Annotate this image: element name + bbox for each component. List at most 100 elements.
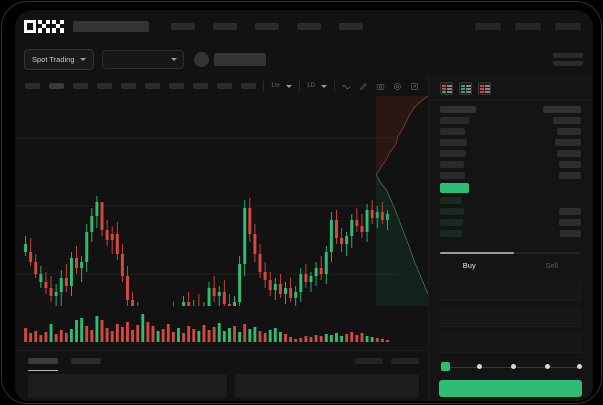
orders-tabs: [15, 351, 428, 371]
total-input[interactable]: [439, 333, 582, 353]
order-book-ask-row[interactable]: [429, 172, 593, 179]
order-book-ask-row[interactable]: [429, 161, 593, 168]
order-book-ask-row[interactable]: [429, 128, 593, 135]
order-book-ask-row[interactable]: [429, 150, 593, 157]
slider-step-25[interactable]: [477, 364, 482, 369]
chevron-down-icon[interactable]: [321, 84, 328, 88]
camera-icon[interactable]: [376, 82, 385, 91]
orders-tab-1[interactable]: [28, 358, 58, 364]
order-book-mark-price-row: [429, 183, 593, 193]
timeframe-1[interactable]: [25, 83, 40, 89]
nav-item-4[interactable]: [297, 22, 321, 30]
pair-avatar: [193, 51, 209, 67]
market-type-label: Spot Trading: [32, 54, 75, 64]
okx-logo-icon[interactable]: [24, 19, 64, 33]
slider-step-75[interactable]: [545, 364, 550, 369]
buy-sell-tabs: Buy Sell: [428, 256, 593, 275]
interval-label-a[interactable]: 1m: [271, 83, 280, 89]
slider-step-100[interactable]: [577, 364, 582, 369]
nav-item-2[interactable]: [213, 22, 237, 30]
timeframe-6[interactable]: [145, 83, 160, 89]
order-book-bid-row[interactable]: [429, 197, 593, 204]
order-book-rows: [429, 101, 593, 237]
chevron-down-icon[interactable]: [285, 84, 292, 88]
orders-panel-actions: [355, 358, 419, 364]
chevron-down-icon: [170, 57, 177, 61]
timeframe-5[interactable]: [121, 83, 136, 89]
price-chart-panel[interactable]: [15, 96, 428, 350]
orders-tab-2[interactable]: [71, 358, 101, 364]
top-header: [15, 10, 593, 42]
header-action-3[interactable]: [555, 22, 581, 30]
nav-item-1[interactable]: [171, 22, 195, 30]
interval-label-b[interactable]: 1D: [306, 83, 316, 89]
price-input[interactable]: [439, 281, 582, 301]
toolbar-divider: [263, 81, 264, 91]
candlestick-chart[interactable]: [15, 96, 428, 306]
order-book-header-row: [429, 106, 593, 113]
sub-header: Spot Trading: [15, 42, 593, 76]
timeframe-9[interactable]: [217, 83, 232, 89]
timeframe-8[interactable]: [193, 83, 208, 89]
pencil-icon[interactable]: [359, 82, 368, 91]
market-stat-2: [553, 60, 583, 66]
nav-item-3[interactable]: [255, 22, 279, 30]
order-book-bid-row[interactable]: [429, 219, 593, 226]
indicator-wave-icon[interactable]: [342, 82, 351, 91]
order-book-scrollbar[interactable]: [440, 252, 580, 254]
settings-gear-icon[interactable]: [393, 82, 402, 91]
orders-placeholder-left: [28, 374, 227, 398]
chevron-down-icon: [79, 57, 86, 61]
chart-tool-icons: [342, 82, 419, 91]
trading-pair-select[interactable]: [101, 49, 184, 69]
order-book-mode-switcher: [429, 76, 593, 101]
orders-content: [15, 364, 428, 398]
order-book-ask-row[interactable]: [429, 139, 593, 146]
timeframe-2[interactable]: [49, 83, 64, 89]
app-screen: Spot Trading: [15, 10, 593, 401]
slider-handle[interactable]: [441, 362, 450, 371]
order-book-bid-row[interactable]: [429, 230, 593, 237]
order-book-bid-row[interactable]: [429, 208, 593, 215]
timeframe-group: [25, 83, 256, 89]
orderbook-bids-icon[interactable]: [459, 82, 472, 95]
market-stats: [553, 52, 583, 66]
market-type-dropdown[interactable]: Spot Trading: [24, 48, 94, 70]
header-nav: [171, 22, 363, 30]
orders-placeholder-right: [234, 374, 419, 398]
volume-histogram: [24, 314, 389, 342]
orderbook-asks-icon[interactable]: [478, 82, 491, 95]
orders-panel: [15, 350, 428, 401]
timeframe-7[interactable]: [169, 83, 184, 89]
order-inputs: [428, 275, 593, 353]
fullscreen-icon[interactable]: [410, 82, 419, 91]
search-input[interactable]: [73, 20, 149, 32]
pair-price-placeholder: [213, 52, 266, 66]
submit-buy-button[interactable]: [439, 380, 582, 397]
header-action-1[interactable]: [475, 22, 501, 30]
orders-action-1[interactable]: [355, 358, 383, 364]
timeframe-4[interactable]: [97, 83, 112, 89]
amount-percent-slider[interactable]: [441, 362, 582, 372]
toolbar-divider: [334, 81, 336, 91]
logo-letter-x: [52, 19, 64, 33]
orderbook-mixed-icon[interactable]: [440, 82, 453, 95]
timeframe-3[interactable]: [73, 83, 88, 89]
market-depth-overlay: [376, 96, 428, 306]
logo-letter-k: [38, 19, 51, 33]
orders-action-2[interactable]: [391, 358, 419, 364]
tab-sell[interactable]: Sell: [545, 261, 558, 270]
active-tab-underline: [28, 370, 58, 371]
header-action-2[interactable]: [515, 22, 541, 30]
toolbar-divider: [298, 81, 300, 91]
timeframe-10[interactable]: [241, 83, 256, 89]
device-bezel: Spot Trading: [4, 4, 599, 401]
order-book-ask-row[interactable]: [429, 117, 593, 124]
logo-letter-o: [24, 19, 37, 33]
tab-buy[interactable]: Buy: [462, 261, 476, 270]
header-actions: [475, 22, 581, 30]
amount-input[interactable]: [439, 307, 582, 327]
slider-step-50[interactable]: [511, 364, 516, 369]
nav-item-5[interactable]: [339, 22, 363, 30]
